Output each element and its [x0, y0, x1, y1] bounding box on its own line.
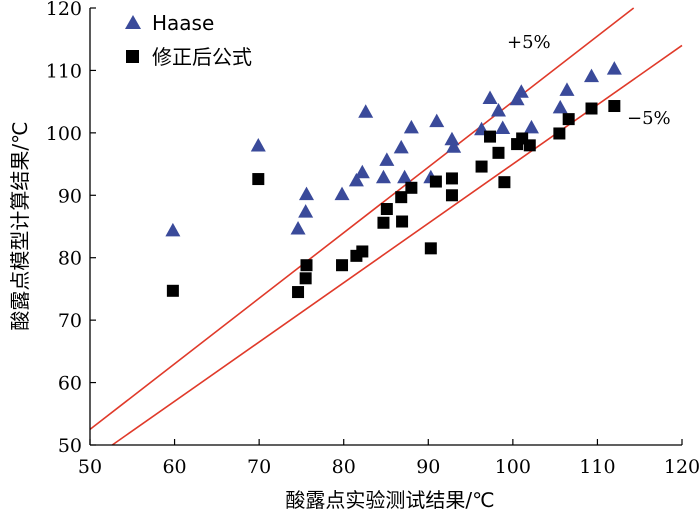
axes — [89, 8, 682, 446]
corrected-formula-point — [356, 245, 369, 258]
legend-marker-square — [126, 50, 139, 63]
corrected-formula-point — [553, 127, 566, 140]
y-tick-label: 50 — [58, 435, 82, 457]
x-tick-label: 100 — [495, 456, 531, 478]
haase-point — [444, 131, 460, 146]
corrected-formula-point — [405, 181, 418, 194]
haase-point — [358, 104, 374, 118]
y-ticks: 50 60 70 80 90 100 110 120 — [46, 0, 96, 457]
data-points — [165, 61, 622, 299]
corrected-formula-point — [166, 284, 179, 297]
x-tick-label: 50 — [78, 456, 102, 478]
legend-marker-triangle — [125, 15, 141, 29]
legend: Haase 修正后公式 — [125, 11, 252, 69]
haase-point — [393, 139, 409, 154]
x-tick-label: 120 — [664, 456, 700, 478]
corrected-formula-point — [380, 203, 393, 216]
y-tick-label: 100 — [46, 123, 82, 145]
haase-point — [403, 119, 419, 134]
corrected-formula-point — [445, 189, 458, 202]
band-label-minus: −5% — [627, 108, 671, 129]
corrected-formula-point — [562, 113, 575, 126]
y-tick-label: 90 — [58, 185, 82, 207]
haase-point — [584, 68, 600, 83]
x-tick-label: 80 — [332, 456, 356, 478]
corrected-formula-point — [608, 100, 621, 113]
haase-point — [250, 137, 266, 152]
corrected-formula-point — [498, 176, 511, 189]
haase-point — [606, 61, 622, 75]
haase-point — [495, 120, 511, 134]
corrected-formula-point — [475, 160, 488, 173]
y-tick-label: 110 — [46, 60, 82, 82]
corrected-formula-point — [424, 242, 437, 255]
corrected-formula-point — [252, 173, 265, 186]
haase-point — [552, 99, 568, 114]
haase-point — [513, 84, 529, 98]
haase-point — [446, 139, 462, 153]
corrected-formula-point — [523, 139, 536, 152]
corrected-formula-point — [585, 102, 598, 115]
band-label-plus: +5% — [507, 32, 551, 53]
x-tick-label: 60 — [162, 456, 186, 478]
y-tick-label: 60 — [58, 373, 82, 395]
haase-point — [490, 103, 506, 117]
haase-point — [298, 204, 314, 218]
x-ticks: 50 60 70 80 90 100 110 120 — [78, 439, 700, 478]
haase-point — [523, 119, 539, 134]
corrected-formula-point — [396, 215, 409, 228]
corrected-formula-point — [299, 272, 312, 285]
corrected-formula-point — [377, 216, 390, 229]
legend-label-corrected: 修正后公式 — [152, 45, 252, 69]
y-tick-label: 70 — [58, 310, 82, 332]
corrected-formula-point — [300, 259, 313, 272]
x-tick-label: 70 — [247, 456, 271, 478]
y-tick-label: 120 — [46, 0, 82, 20]
haase-point — [509, 91, 525, 106]
haase-point — [397, 169, 413, 184]
haase-point — [429, 113, 445, 128]
corrected-formula-point — [484, 130, 497, 143]
haase-point — [299, 186, 315, 201]
haase-point — [379, 152, 395, 166]
haase-point — [334, 186, 350, 201]
haase-point — [290, 220, 306, 235]
corrected-formula-point — [492, 146, 505, 159]
haase-point — [375, 169, 391, 184]
haase-point — [165, 222, 181, 237]
x-tick-label: 110 — [579, 456, 615, 478]
plus-5-percent-line — [89, 7, 635, 431]
corrected-formula-point — [395, 191, 408, 204]
corrected-formula-point — [429, 175, 442, 188]
corrected-formula-point — [292, 286, 305, 299]
x-tick-label: 90 — [416, 456, 440, 478]
corrected-formula-point — [336, 259, 349, 272]
haase-point — [482, 90, 498, 105]
legend-label-haase: Haase — [152, 11, 214, 35]
y-axis-title: 酸露点模型计算结果/℃ — [8, 121, 32, 330]
corrected-formula-point — [445, 172, 458, 185]
haase-point — [348, 172, 364, 187]
haase-point — [559, 82, 575, 96]
x-axis-title: 酸露点实验测试结果/℃ — [285, 488, 494, 512]
y-tick-label: 80 — [58, 248, 82, 270]
haase-point — [354, 164, 370, 179]
